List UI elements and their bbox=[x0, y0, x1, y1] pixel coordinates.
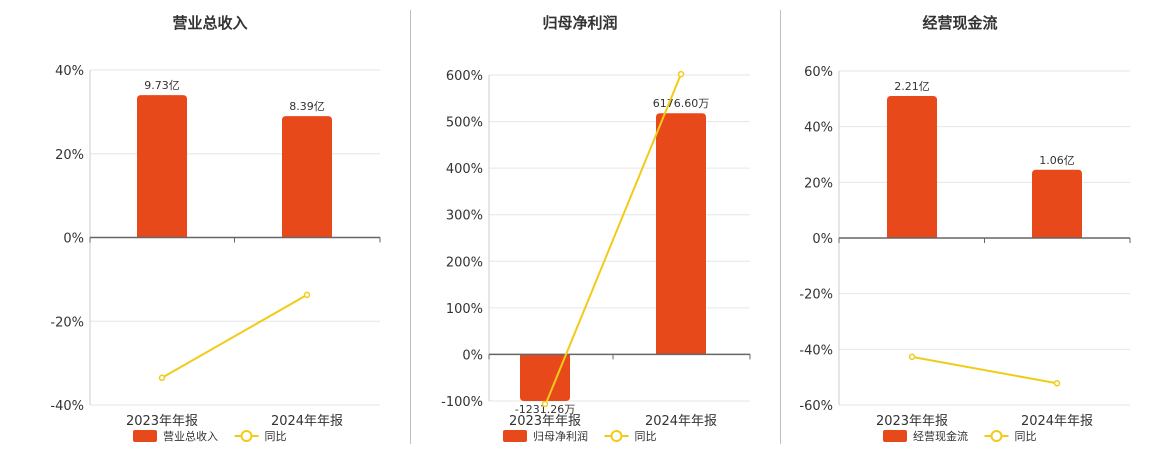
bar bbox=[137, 95, 187, 238]
bar bbox=[520, 354, 570, 401]
y-tick-label: 600% bbox=[446, 69, 483, 84]
legend-label: 经营现金流 bbox=[913, 429, 968, 443]
yoy-point bbox=[908, 353, 916, 361]
yoy-line bbox=[911, 355, 1058, 385]
y-tick-label: -40% bbox=[799, 343, 833, 358]
bar bbox=[656, 113, 706, 355]
chart-title: 经营现金流 bbox=[922, 14, 997, 32]
net-profit-chart: 归母净利润 -100% 0% 100% 200% 300% 400% 500% 600% -123… bbox=[441, 14, 751, 443]
legend-swatch-marker bbox=[610, 430, 623, 442]
legend-swatch-bar bbox=[503, 430, 527, 442]
legend-label: 同比 bbox=[1015, 430, 1037, 443]
y-tick-label: -20% bbox=[50, 315, 84, 330]
yoy-line bbox=[161, 294, 308, 379]
category-label: 2023年年报 bbox=[509, 414, 581, 429]
category-label: 2024年年报 bbox=[645, 414, 717, 429]
bar-data-label: -1231.26万 bbox=[515, 403, 575, 416]
chart-title: 营业总收入 bbox=[172, 14, 247, 32]
yoy-point bbox=[541, 400, 549, 408]
legend-swatch-marker bbox=[240, 430, 253, 442]
cash-flow-chart: 经营现金流 -60% -40% -20% 0% 20% 40% 60% 2.21亿 1.06亿 20… bbox=[799, 14, 1131, 443]
y-tick-label: 40% bbox=[55, 64, 84, 79]
y-tick-label: -100% bbox=[441, 395, 483, 410]
category-label: 2023年年报 bbox=[126, 414, 198, 429]
legend-label: 同比 bbox=[635, 430, 657, 443]
y-tick-label: 20% bbox=[804, 176, 833, 191]
category-label: 2024年年报 bbox=[1021, 414, 1093, 429]
category-label: 2024年年报 bbox=[271, 414, 343, 429]
y-tick-label: 0% bbox=[63, 232, 84, 247]
y-tick-label: 0% bbox=[812, 232, 833, 247]
yoy-point bbox=[158, 374, 166, 382]
bar bbox=[1032, 169, 1082, 238]
legend-label: 归母净利润 bbox=[533, 429, 588, 443]
bar-data-label: 2.21亿 bbox=[894, 80, 930, 93]
chart-title: 归母净利润 bbox=[542, 14, 617, 32]
y-tick-label: 20% bbox=[55, 148, 84, 163]
y-tick-label: -40% bbox=[50, 399, 84, 414]
y-tick-label: 400% bbox=[446, 162, 483, 177]
legend-label: 同比 bbox=[265, 430, 287, 443]
legend-label: 营业总收入 bbox=[163, 429, 218, 443]
yoy-point bbox=[303, 291, 311, 299]
legend-swatch-bar bbox=[133, 430, 157, 442]
yoy-point bbox=[1053, 380, 1061, 387]
chart-panel-cash-flow: 经营现金流 -60% -40% -20% 0% 20% 40% 60% 2.21亿 1.06亿 20… bbox=[780, 0, 1160, 450]
bar-data-label: 6176.60万 bbox=[653, 97, 710, 110]
chart-panel-revenue: 营业总收入 -40% -20% 0% 20% 40% 9.73亿 8.39亿 2023年年报 20… bbox=[0, 0, 400, 450]
bar-data-label: 8.39亿 bbox=[289, 100, 325, 113]
legend-swatch-bar bbox=[883, 430, 907, 442]
y-tick-label: 300% bbox=[446, 209, 483, 224]
y-tick-label: -20% bbox=[799, 288, 833, 303]
y-tick-label: 0% bbox=[462, 348, 483, 363]
y-tick-label: 100% bbox=[446, 302, 483, 317]
yoy-point bbox=[677, 70, 685, 78]
category-label: 2023年年报 bbox=[876, 414, 948, 429]
y-tick-label: 500% bbox=[446, 116, 483, 131]
y-tick-label: 40% bbox=[804, 121, 833, 136]
panel-divider bbox=[780, 10, 781, 444]
yoy-line bbox=[545, 75, 682, 401]
y-tick-label: 200% bbox=[446, 255, 483, 270]
y-tick-label: 60% bbox=[804, 65, 833, 80]
legend-swatch-marker bbox=[990, 430, 1003, 442]
bar bbox=[887, 96, 937, 238]
bar-data-label: 1.06亿 bbox=[1039, 154, 1075, 167]
revenue-chart: 营业总收入 -40% -20% 0% 20% 40% 9.73亿 8.39亿 2023年年报 20… bbox=[50, 14, 381, 443]
panel-divider bbox=[410, 10, 411, 444]
chart-panel-net-profit: 归母净利润 -100% 0% 100% 200% 300% 400% 500% 600% -123… bbox=[410, 0, 780, 450]
y-tick-label: -60% bbox=[799, 399, 833, 414]
bar-data-label: 9.73亿 bbox=[144, 79, 180, 92]
bar bbox=[282, 116, 332, 238]
